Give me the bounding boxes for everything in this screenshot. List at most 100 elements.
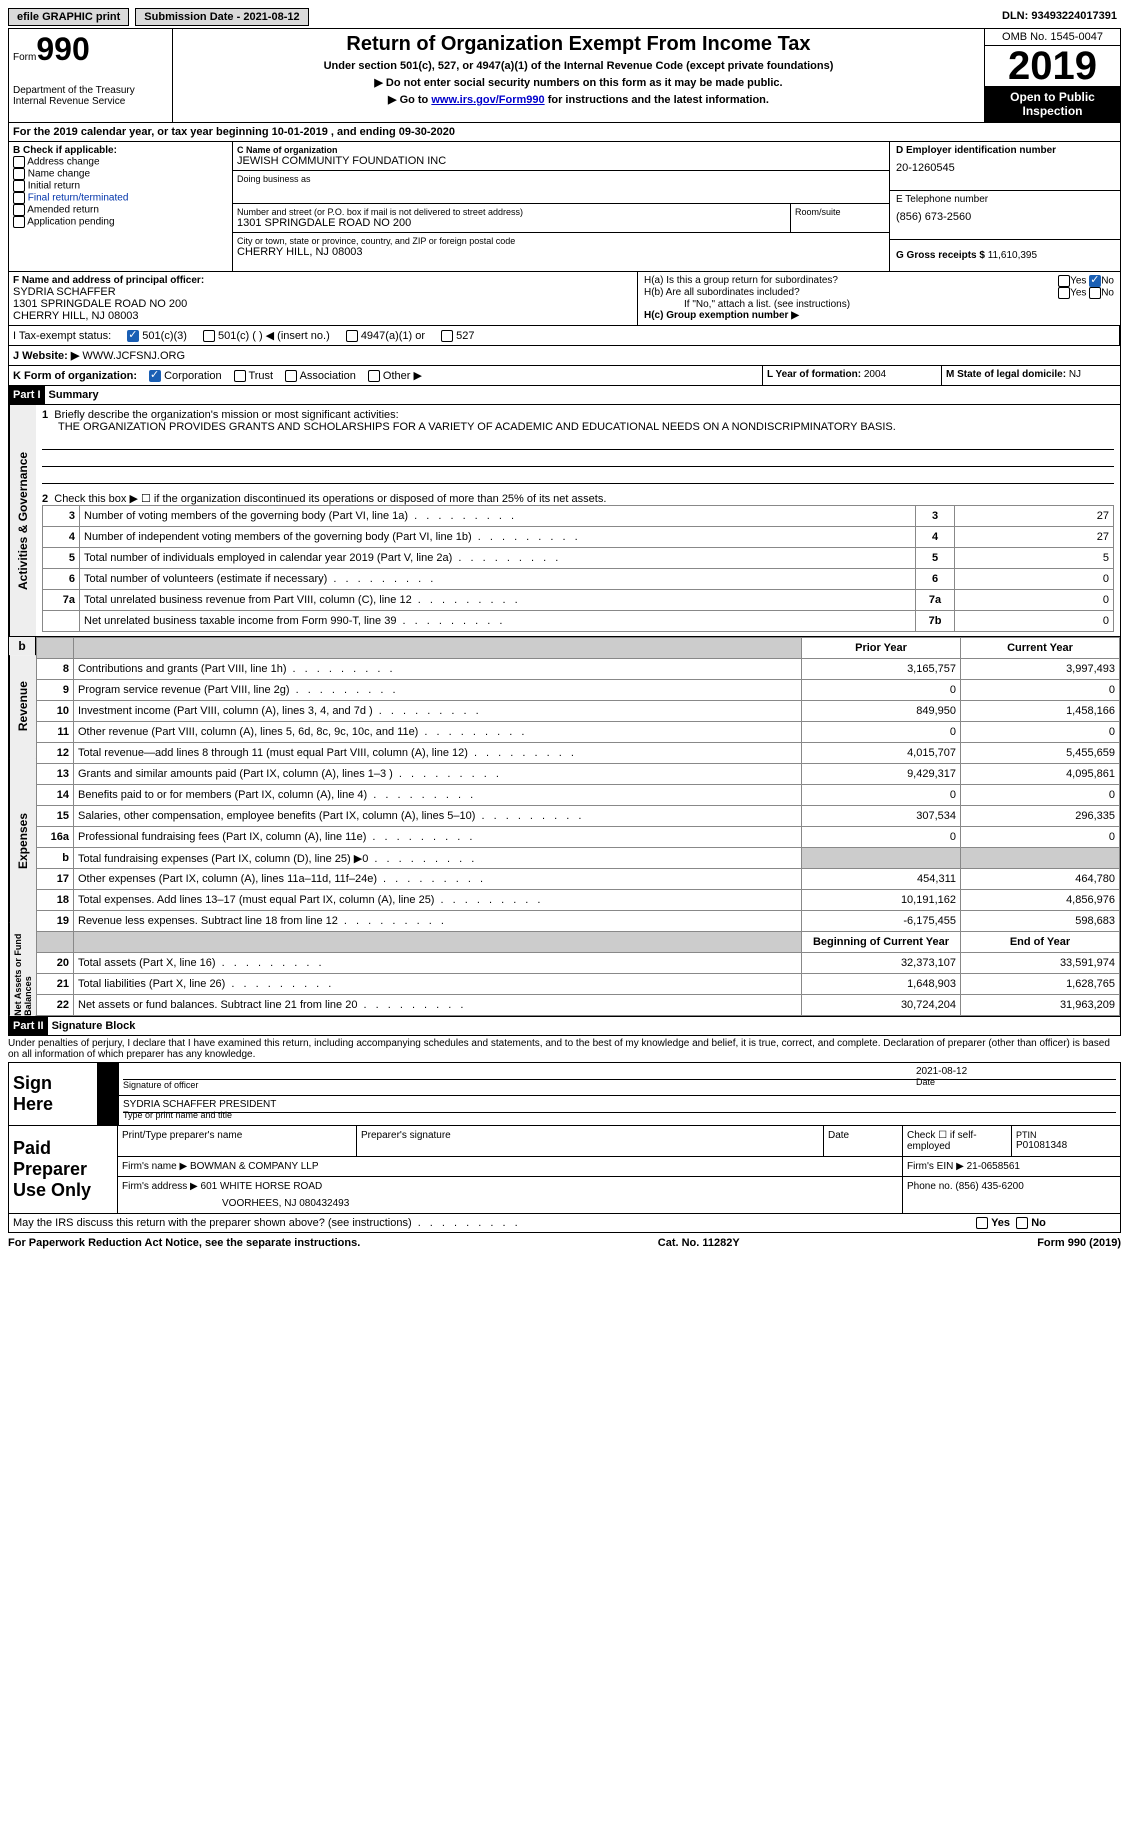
prior-value: 4,015,707 bbox=[802, 743, 961, 764]
current-value: 0 bbox=[961, 722, 1120, 743]
row-desc: Total unrelated business revenue from Pa… bbox=[80, 590, 916, 611]
check-other[interactable] bbox=[368, 370, 380, 382]
current-value: 0 bbox=[961, 785, 1120, 806]
prior-value: 10,191,162 bbox=[802, 890, 961, 911]
firm-phone-label: Phone no. bbox=[907, 1181, 955, 1192]
current-value: 4,095,861 bbox=[961, 764, 1120, 785]
i-o3: 4947(a)(1) or bbox=[361, 330, 425, 342]
i-o4: 527 bbox=[456, 330, 474, 342]
firm-phone: (856) 435-6200 bbox=[955, 1181, 1023, 1192]
section-i: I Tax-exempt status: 501(c)(3) 501(c) ( … bbox=[9, 326, 1120, 345]
footer-left: For Paperwork Reduction Act Notice, see … bbox=[8, 1237, 360, 1249]
prior-value: 0 bbox=[802, 785, 961, 806]
opt-name: Name change bbox=[28, 169, 90, 180]
section-j: J Website: ▶ WWW.JCFSNJ.ORG bbox=[9, 346, 1120, 365]
check-501c[interactable] bbox=[203, 330, 215, 342]
check-final-return[interactable] bbox=[13, 192, 25, 204]
check-hb-no[interactable] bbox=[1089, 287, 1101, 299]
part2-title: Signature Block bbox=[48, 1017, 140, 1035]
row-box: 5 bbox=[916, 548, 955, 569]
preparer-date-label: Date bbox=[824, 1126, 903, 1157]
row-box: 7b bbox=[916, 611, 955, 632]
row-num: 5 bbox=[43, 548, 80, 569]
governance-section: Activities & Governance 1 Briefly descri… bbox=[8, 405, 1121, 637]
submission-button[interactable]: Submission Date - 2021-08-12 bbox=[135, 8, 308, 26]
col-prior: Beginning of Current Year bbox=[802, 932, 961, 953]
check-527[interactable] bbox=[441, 330, 453, 342]
check-ha-yes[interactable] bbox=[1058, 275, 1070, 287]
officer-name: SYDRIA SCHAFFER bbox=[13, 286, 633, 298]
preparer-name-label: Print/Type preparer's name bbox=[118, 1126, 357, 1157]
k-label: K Form of organization: bbox=[13, 370, 137, 382]
section-c: C Name of organization JEWISH COMMUNITY … bbox=[233, 142, 889, 271]
row-num: 7a bbox=[43, 590, 80, 611]
part2-tag: Part II bbox=[9, 1017, 48, 1035]
dept-treasury: Department of the Treasury bbox=[13, 85, 168, 96]
current-value: 1,628,765 bbox=[961, 974, 1120, 995]
type-name-label: Type or print name and title bbox=[123, 1110, 232, 1120]
row-num: 6 bbox=[43, 569, 80, 590]
room-label: Room/suite bbox=[791, 204, 889, 232]
efile-button[interactable]: efile GRAPHIC print bbox=[8, 8, 129, 26]
opt-final: Final return/terminated bbox=[28, 193, 129, 204]
form-title: Return of Organization Exempt From Incom… bbox=[177, 33, 980, 56]
row-value: 0 bbox=[955, 611, 1114, 632]
subtitle-2: ▶ Do not enter social security numbers o… bbox=[177, 76, 980, 89]
check-trust[interactable] bbox=[234, 370, 246, 382]
current-value: 0 bbox=[961, 680, 1120, 701]
gross-receipts: 11,610,395 bbox=[988, 250, 1037, 261]
prior-value: 0 bbox=[802, 827, 961, 848]
col-current: Current Year bbox=[961, 638, 1120, 659]
check-assoc[interactable] bbox=[285, 370, 297, 382]
row-num: 13 bbox=[37, 764, 74, 785]
check-amended[interactable] bbox=[13, 204, 25, 216]
submission-label: Submission Date - bbox=[144, 11, 243, 23]
row-desc: Net assets or fund balances. Subtract li… bbox=[74, 995, 802, 1016]
check-corp[interactable] bbox=[149, 370, 161, 382]
row-num: 19 bbox=[37, 911, 74, 932]
section-b: B Check if applicable: Address change Na… bbox=[9, 142, 233, 271]
org-name: JEWISH COMMUNITY FOUNDATION INC bbox=[237, 155, 885, 167]
row-desc: Program service revenue (Part VIII, line… bbox=[74, 680, 802, 701]
section-k: K Form of organization: Corporation Trus… bbox=[9, 366, 763, 385]
check-4947[interactable] bbox=[346, 330, 358, 342]
prior-value: 0 bbox=[802, 722, 961, 743]
row-value: 0 bbox=[955, 569, 1114, 590]
row-value: 5 bbox=[955, 548, 1114, 569]
row-box: 6 bbox=[916, 569, 955, 590]
line-a: For the 2019 calendar year, or tax year … bbox=[8, 123, 1121, 142]
check-ha-no[interactable] bbox=[1089, 275, 1101, 287]
line-a-text: For the 2019 calendar year, or tax year … bbox=[9, 123, 459, 141]
section-h: H(a) Is this a group return for subordin… bbox=[638, 272, 1120, 325]
row-num: 10 bbox=[37, 701, 74, 722]
side-revenue: Revenue bbox=[9, 655, 36, 758]
col-prior: Prior Year bbox=[802, 638, 961, 659]
check-address-change[interactable] bbox=[13, 156, 25, 168]
check-501c3[interactable] bbox=[127, 330, 139, 342]
row-desc: Other revenue (Part VIII, column (A), li… bbox=[74, 722, 802, 743]
row-box: 4 bbox=[916, 527, 955, 548]
check-irs-no[interactable] bbox=[1016, 1217, 1028, 1229]
row-num: 9 bbox=[37, 680, 74, 701]
side-net: Net Assets or Fund Balances bbox=[9, 923, 36, 1016]
row-desc: Salaries, other compensation, employee b… bbox=[74, 806, 802, 827]
current-value: 5,455,659 bbox=[961, 743, 1120, 764]
check-app-pending[interactable] bbox=[13, 216, 25, 228]
firm-ein: 21-0658561 bbox=[967, 1161, 1020, 1172]
row-desc: Total liabilities (Part X, line 26) bbox=[74, 974, 802, 995]
row-value: 27 bbox=[955, 506, 1114, 527]
check-irs-yes[interactable] bbox=[976, 1217, 988, 1229]
check-initial-return[interactable] bbox=[13, 180, 25, 192]
governance-table: 3 Number of voting members of the govern… bbox=[42, 505, 1114, 632]
current-value: 464,780 bbox=[961, 869, 1120, 890]
dln: DLN: 93493224017391 bbox=[998, 8, 1121, 26]
prior-value: 454,311 bbox=[802, 869, 961, 890]
form990-link[interactable]: www.irs.gov/Form990 bbox=[431, 94, 544, 106]
opt-pending: Application pending bbox=[27, 217, 114, 228]
check-hb-yes[interactable] bbox=[1058, 287, 1070, 299]
open-to-public: Open to Public Inspection bbox=[985, 86, 1120, 122]
check-name-change[interactable] bbox=[13, 168, 25, 180]
ptin-label: PTIN bbox=[1016, 1130, 1116, 1140]
goto-suffix: for instructions and the latest informat… bbox=[545, 94, 769, 106]
row-num: 20 bbox=[37, 953, 74, 974]
